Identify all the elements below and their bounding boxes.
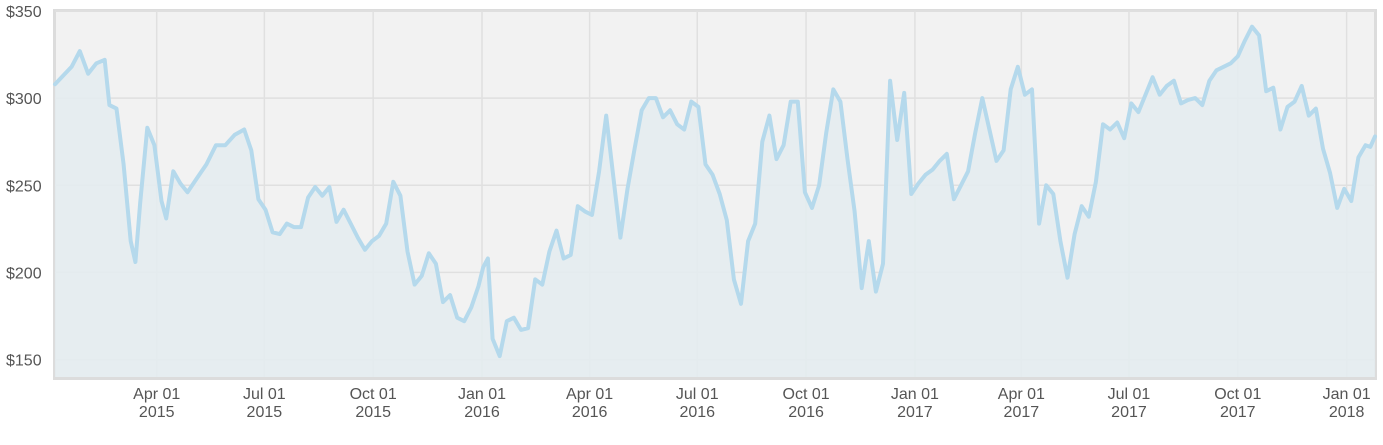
x-tick-year-label: 2015	[139, 404, 175, 421]
x-tick-label: Jul 01	[243, 386, 286, 403]
x-tick-year-label: 2016	[679, 404, 715, 421]
x-tick-label: Jan 01	[1323, 386, 1371, 403]
x-tick-label: Jul 01	[676, 386, 719, 403]
x-tick-year-label: 2016	[464, 404, 500, 421]
plot-border-left	[53, 9, 56, 377]
y-tick-label: $200	[6, 265, 42, 282]
x-tick-year-label: 2017	[1111, 404, 1147, 421]
x-tick-label: Apr 01	[998, 386, 1045, 403]
x-tick-year-label: 2015	[247, 404, 283, 421]
x-tick-year-label: 2016	[572, 404, 608, 421]
x-tick-label: Apr 01	[133, 386, 180, 403]
series-line	[53, 24, 1377, 359]
x-tick-year-label: 2017	[1004, 404, 1040, 421]
x-tick-year-label: 2015	[355, 404, 391, 421]
plot-border-right	[1374, 9, 1377, 377]
x-tick-label: Oct 01	[350, 386, 397, 403]
x-axis-line	[53, 377, 1377, 380]
x-tick-label: Oct 01	[783, 386, 830, 403]
y-tick-label: $150	[6, 353, 42, 370]
x-tick-year-label: 2017	[1220, 404, 1256, 421]
x-tick-label: Oct 01	[1214, 386, 1261, 403]
y-tick-label: $300	[6, 91, 42, 108]
x-tick-label: Jan 01	[891, 386, 939, 403]
x-tick-label: Jan 01	[458, 386, 506, 403]
area-layer	[53, 24, 1377, 380]
x-tick-year-label: 2016	[788, 404, 824, 421]
y-tick-label: $250	[6, 178, 42, 195]
y-axis-ticks: $150 $200 $250 $300 $350	[6, 4, 42, 370]
x-tick-label: Jul 01	[1108, 386, 1151, 403]
x-tick-year-label: 2018	[1329, 404, 1365, 421]
series-area	[55, 26, 1375, 377]
x-tick-year-label: 2017	[897, 404, 933, 421]
x-tick-label: Apr 01	[566, 386, 613, 403]
y-tick-label: $350	[6, 4, 42, 21]
